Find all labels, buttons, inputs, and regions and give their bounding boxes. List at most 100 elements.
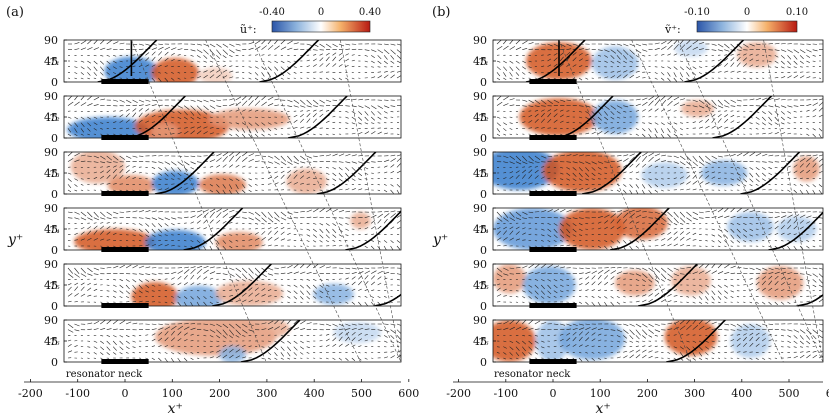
contour-blob [144, 229, 206, 250]
y-tick-label: 90 [473, 258, 487, 271]
y-tick-label: 0 [51, 244, 58, 257]
velocity-profile [525, 40, 744, 82]
velocity-profile [553, 96, 773, 138]
velocity-profile [638, 264, 823, 306]
phase-lines [558, 39, 824, 363]
time-phase-label: T₃ [50, 170, 60, 180]
panel-a: (a)ũ⁺:-0.40 0 0.40y⁺90450T₁90450T₂90450T₃9… [6, 5, 419, 417]
y-tick-label: 90 [473, 90, 487, 103]
x-tick-label: 300 [684, 387, 705, 400]
time-phase-label: T₂ [50, 114, 60, 124]
contour-blob [535, 320, 569, 362]
subplot-5: 90 45 0 T₅ [44, 258, 402, 313]
contour-blob [333, 322, 381, 344]
colorbar-tick-label: 0.40 [359, 7, 381, 18]
y-tick-label: 90 [44, 202, 58, 215]
y-tick-label: 0 [51, 188, 58, 201]
contour-blob [131, 282, 179, 306]
contour-blob [208, 320, 290, 341]
x-tick-label: -200 [18, 387, 43, 400]
vector-field [496, 320, 823, 362]
velocity-profile [609, 208, 823, 250]
contour-blob [519, 98, 599, 136]
y-tick-label: 90 [473, 34, 487, 47]
subplot-6: 90 45 0 T₆ [473, 314, 824, 369]
resonator-neck-label: resonator neck [494, 369, 571, 380]
x-axis: -200 -100 0 100 200 300 400 500 600 x⁺ [446, 379, 829, 417]
subplot-4: 90 45 0 T₄ [44, 202, 402, 257]
time-phase-label: T₂ [479, 114, 489, 124]
y-tick-label: 45 [473, 223, 487, 236]
velocity-profile [240, 320, 301, 362]
y-tick-label: 90 [44, 314, 58, 327]
x-tick-label: 500 [351, 387, 372, 400]
y-tick-label: 0 [480, 76, 487, 89]
contour-blob [198, 67, 233, 82]
y-tick-label: 45 [44, 335, 58, 348]
y-tick-label: 90 [44, 34, 58, 47]
contour-field [64, 40, 401, 82]
contour-blob [151, 123, 179, 138]
contour-blob [664, 320, 718, 356]
subplot-3: 90 45 0 T₃ [44, 146, 402, 201]
y-tick-label: 0 [51, 132, 58, 145]
contour-blob [615, 208, 668, 240]
time-phase-label: T₃ [479, 170, 489, 180]
y-tick-label: 45 [44, 279, 58, 292]
vector-field [67, 152, 401, 194]
x-axis-label: x⁺ [168, 401, 183, 417]
vector-field [496, 96, 823, 138]
contour-blob [681, 100, 715, 117]
contour-blob [559, 320, 625, 360]
time-phase-label: T₆ [479, 338, 489, 348]
contour-field [64, 152, 401, 194]
contour-blob [493, 208, 573, 250]
y-axis-label: y⁺ [7, 232, 23, 248]
resonator-neck-bar [529, 303, 577, 308]
contour-blob [671, 266, 711, 296]
resonator-neck-label: resonator neck [66, 369, 143, 380]
time-phase-label: T₁ [479, 58, 489, 68]
contour-field [493, 264, 823, 306]
panel-b: (b)ṽ⁺:-0.10 0 0.10y⁺90450T₁90450T₂90450T₃9… [432, 5, 829, 417]
subplot-2: 90 45 0 T₂ [473, 90, 824, 145]
resonator-neck-bar [529, 247, 577, 252]
colorbar-gradient [696, 20, 798, 33]
y-tick-label: 0 [480, 356, 487, 369]
contour-field [493, 96, 823, 138]
y-tick-label: 90 [473, 314, 487, 327]
contour-blob [350, 212, 371, 230]
time-phase-label: T₁ [50, 58, 60, 68]
colorbar-label: ṽ⁺: [664, 23, 681, 36]
contour-field [493, 40, 823, 82]
y-tick-label: 45 [473, 167, 487, 180]
resonator-neck-bar [101, 191, 149, 196]
resonator-neck-bar [101, 303, 149, 308]
vector-field [67, 96, 401, 138]
subplot-5: 90 45 0 T₅ [473, 258, 824, 313]
resonator-neck-bar [101, 79, 149, 84]
colorbar-gradient [271, 20, 371, 33]
y-tick-label: 90 [473, 146, 487, 159]
contour-blob [727, 212, 774, 242]
contour-blob [730, 324, 771, 358]
x-tick-label: 0 [550, 387, 557, 400]
colorbar-tick-label: 0 [318, 7, 324, 18]
x-tick-label: 400 [731, 387, 752, 400]
velocity-profile [666, 320, 726, 362]
contour-blob [592, 100, 639, 134]
resonator-neck-bar [529, 135, 577, 140]
contour-blob [793, 156, 820, 182]
vector-field [67, 208, 401, 250]
y-tick-label: 0 [480, 244, 487, 257]
contour-blob [107, 175, 155, 194]
y-tick-label: 45 [44, 167, 58, 180]
x-tick-label: 500 [779, 387, 800, 400]
y-tick-label: 45 [473, 279, 487, 292]
resonator-neck-bar [101, 135, 149, 140]
y-tick-label: 45 [44, 223, 58, 236]
contour-field [64, 96, 401, 138]
subplot-4: 90 45 0 T₄ [473, 202, 824, 257]
y-axis-label: y⁺ [432, 232, 448, 248]
contour-blob [522, 266, 576, 304]
